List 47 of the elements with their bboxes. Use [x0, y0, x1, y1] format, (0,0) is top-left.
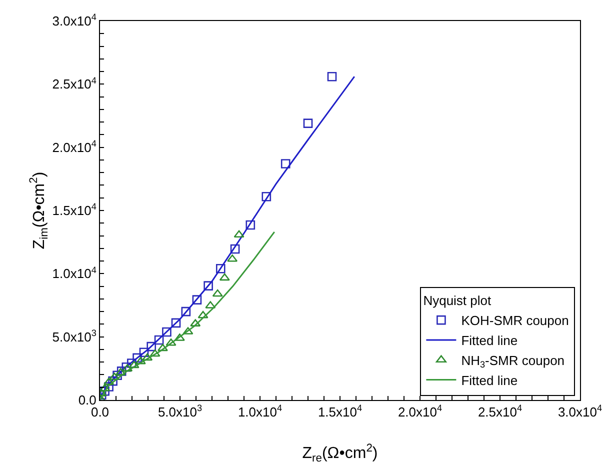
legend-label: KOH-SMR coupon	[461, 313, 569, 328]
point	[139, 348, 149, 358]
point	[262, 192, 272, 202]
point	[198, 310, 208, 318]
legend-label: NH$_{3}$-SMR coupon	[461, 352, 565, 370]
point	[204, 281, 213, 290]
point	[154, 335, 164, 345]
point	[171, 318, 181, 328]
y-tick-label: 1.0x10$^{4}$	[52, 264, 96, 282]
point	[246, 220, 256, 230]
x-tick-label: 1.0x10$^{4}$	[238, 403, 282, 420]
point	[162, 327, 172, 337]
point	[150, 349, 160, 357]
y-tick-label: 5.0x10$^{3}$	[52, 328, 96, 344]
point	[135, 356, 146, 364]
point	[234, 230, 244, 238]
y-tick-label: 2.5x10$^{4}$	[52, 75, 96, 92]
point	[100, 384, 110, 392]
point	[219, 273, 230, 281]
x-tick-label: 5.0x10$^{3}$	[158, 403, 202, 420]
legend-title: Nyquist plot	[423, 293, 492, 308]
point	[280, 159, 290, 168]
legend-label: Fitted line	[461, 372, 518, 388]
x-tick-label: 2.5x10$^{4}$	[478, 403, 522, 420]
point	[181, 306, 191, 316]
point	[132, 353, 142, 363]
point	[128, 360, 140, 368]
point	[230, 244, 240, 254]
point	[212, 289, 223, 297]
point	[146, 342, 156, 352]
x-tick-label: 1.5x10$^{4}$	[318, 403, 362, 420]
line-series	[100, 231, 276, 400]
point	[157, 344, 168, 352]
point	[108, 376, 118, 386]
point	[227, 254, 238, 262]
point	[192, 295, 202, 304]
legend-label: Fitted line	[461, 333, 518, 348]
x-tick-label: 3.0x10$^{4}$	[558, 403, 602, 420]
x-tick-label: 2.0x10$^{4}$	[398, 403, 442, 420]
y-tick-label: 2.0x10$^{4}$	[52, 138, 96, 155]
y-tick-label: 1.5x10$^{4}$	[52, 202, 96, 218]
x-axis-title: Z$_{re}$(Ω•cm$^{2}$)	[302, 442, 378, 464]
point	[303, 118, 313, 128]
y-tick-label: 3.0x10$^{4}$	[52, 12, 96, 29]
point	[327, 72, 337, 82]
point	[216, 264, 226, 274]
point	[142, 353, 153, 361]
